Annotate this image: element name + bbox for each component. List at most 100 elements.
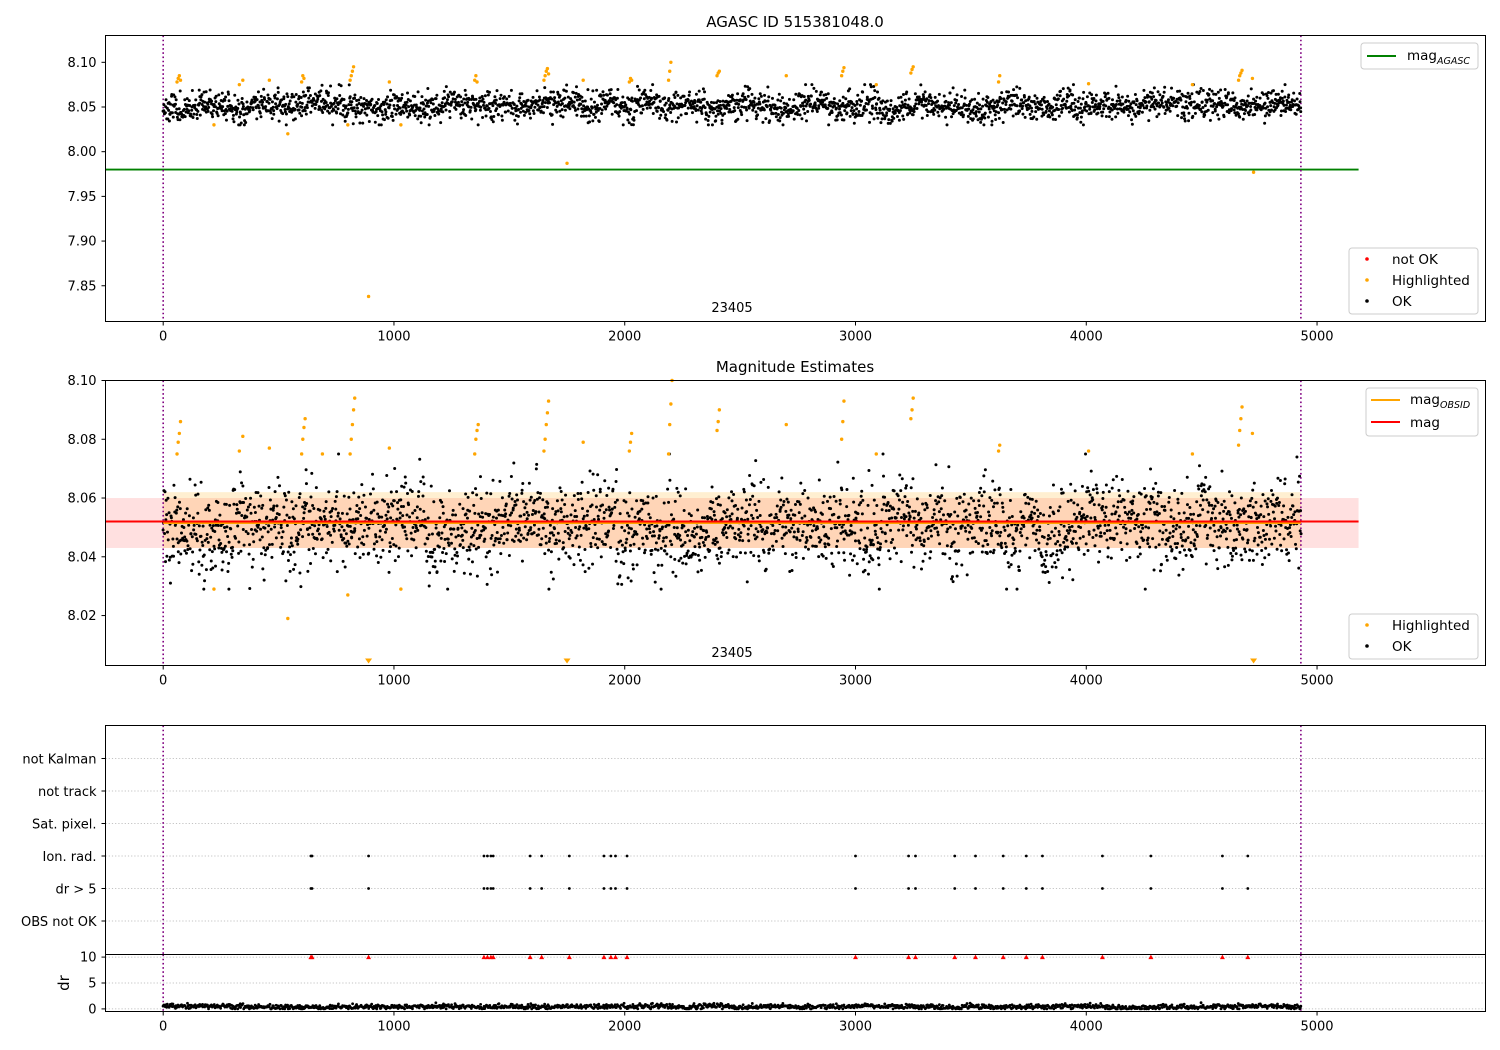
ok-point — [1263, 114, 1267, 118]
ok-point — [671, 570, 675, 574]
ok-point — [420, 95, 424, 99]
ok-point — [1188, 94, 1192, 98]
ok-point — [620, 525, 624, 529]
ok-point — [286, 550, 290, 554]
ok-point — [686, 533, 690, 537]
ok-point — [718, 100, 722, 104]
ok-point — [841, 530, 845, 534]
ok-point — [792, 117, 796, 121]
ok-point — [701, 541, 705, 545]
ok-point — [736, 533, 740, 537]
ok-point — [469, 105, 473, 109]
ok-point — [334, 105, 338, 109]
ok-point — [1107, 96, 1111, 100]
ok-point — [556, 509, 560, 513]
ok-point — [650, 548, 654, 552]
ok-point — [296, 537, 300, 541]
ok-point — [915, 523, 919, 527]
ok-point — [580, 95, 584, 99]
ok-point — [883, 532, 887, 536]
ok-point — [307, 533, 311, 537]
ok-point — [1201, 105, 1205, 109]
ok-point — [557, 557, 561, 561]
ok-point — [303, 507, 307, 511]
ok-point — [1040, 107, 1044, 111]
ok-point — [979, 515, 983, 519]
ok-point — [399, 498, 403, 502]
ok-point — [385, 517, 389, 521]
ok-point — [326, 91, 330, 95]
ok-point — [630, 96, 634, 100]
ok-point — [1155, 510, 1159, 514]
ok-point — [627, 121, 631, 125]
ok-point — [259, 552, 263, 556]
ok-point — [1085, 514, 1089, 518]
ok-point — [740, 105, 744, 109]
ok-point — [928, 494, 932, 498]
ok-point — [662, 536, 666, 540]
ok-point — [358, 507, 362, 511]
ok-point — [994, 118, 998, 122]
ok-point — [1188, 96, 1192, 100]
ok-point — [725, 515, 729, 519]
ok-point — [961, 500, 965, 504]
ok-point — [661, 539, 665, 543]
y-tick-label: 7.90 — [68, 235, 97, 250]
ok-point — [462, 97, 466, 101]
ok-point — [475, 536, 479, 540]
ok-point — [1049, 554, 1053, 558]
ok-point — [687, 512, 691, 516]
ok-point — [756, 530, 760, 534]
ok-point — [1255, 95, 1259, 99]
ok-point — [791, 109, 795, 113]
ok-point — [187, 109, 191, 113]
ok-point — [288, 545, 292, 549]
ok-point — [1110, 512, 1114, 516]
ok-point — [931, 516, 935, 520]
ok-point — [832, 495, 836, 499]
ok-point — [1015, 85, 1019, 89]
ok-point — [423, 115, 427, 119]
ok-point — [283, 110, 287, 114]
ok-point — [375, 554, 379, 558]
ok-point — [292, 567, 296, 571]
ok-point — [455, 551, 459, 554]
ok-point — [509, 104, 513, 108]
ok-point — [744, 498, 748, 502]
ok-point — [1022, 516, 1026, 520]
ok-point — [1018, 549, 1022, 553]
ok-point — [884, 509, 888, 513]
ok-point — [365, 534, 369, 538]
ok-point — [679, 113, 683, 117]
ok-point — [903, 98, 907, 102]
ok-point — [750, 92, 754, 96]
ok-point — [1042, 513, 1046, 517]
highlighted-point — [399, 123, 403, 127]
ok-point — [875, 504, 879, 508]
ok-point — [1042, 95, 1046, 99]
ok-point — [424, 526, 428, 530]
ok-point — [881, 452, 885, 456]
ok-point — [1070, 109, 1074, 112]
ok-point — [885, 111, 889, 115]
ok-point — [723, 511, 727, 515]
ok-point — [1262, 92, 1266, 96]
ok-point — [744, 105, 748, 109]
ok-point — [357, 98, 361, 102]
ok-point — [1115, 532, 1119, 536]
ok-point — [524, 104, 528, 108]
highlighted-point — [909, 71, 913, 75]
ok-point — [589, 541, 593, 545]
ok-point — [1057, 114, 1061, 118]
ok-point — [1155, 115, 1159, 119]
ok-point — [1060, 551, 1064, 555]
ok-point — [214, 564, 217, 568]
ok-point — [757, 554, 761, 558]
ok-point — [1299, 110, 1303, 114]
ok-point — [727, 496, 731, 500]
ok-point — [937, 114, 941, 118]
ok-point — [619, 560, 623, 564]
ok-point — [648, 102, 652, 106]
ok-point — [1135, 99, 1139, 103]
ok-point — [276, 475, 280, 479]
